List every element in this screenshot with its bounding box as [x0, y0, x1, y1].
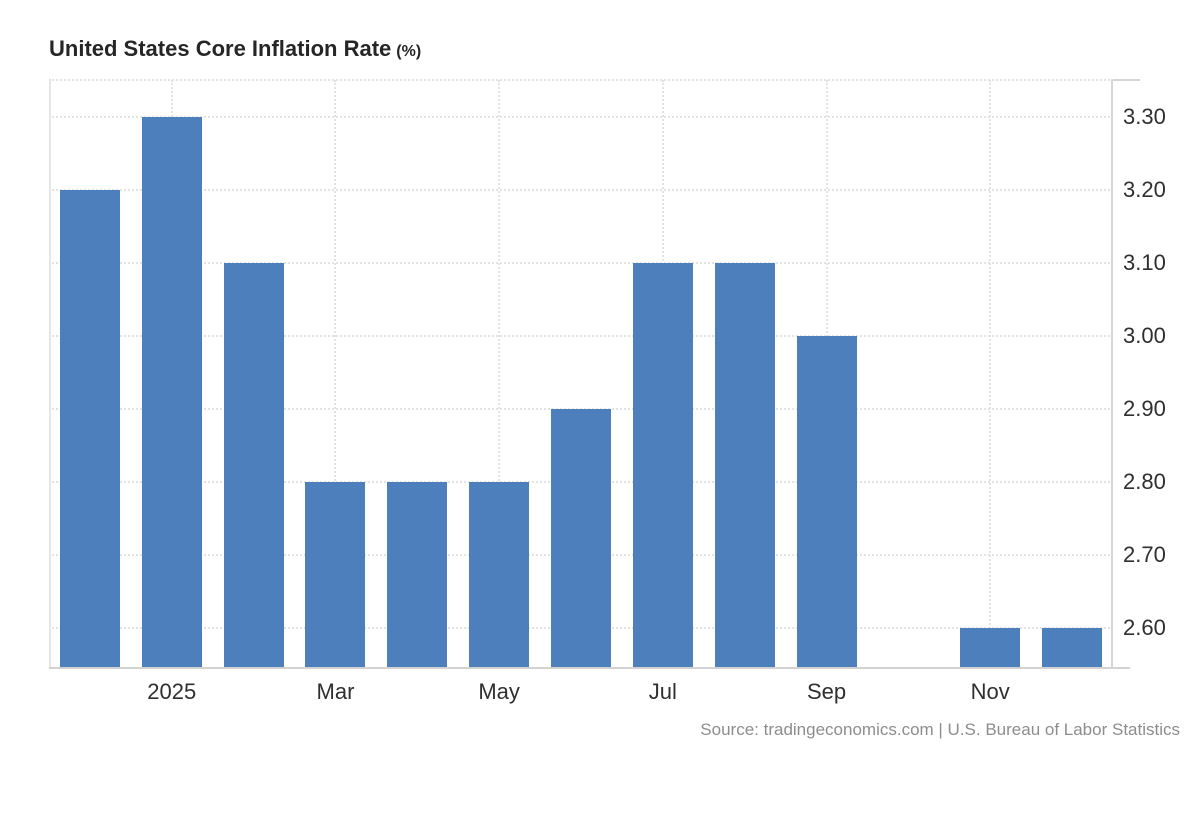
- y-axis-label: 2.90: [1123, 396, 1166, 422]
- gridline: [334, 80, 337, 668]
- gridline: [989, 80, 992, 668]
- y-axis-label: 2.60: [1123, 614, 1166, 640]
- bar-jan-2025[interactable]: [141, 117, 202, 668]
- x-axis-line: [49, 667, 1130, 669]
- x-axis-label: Nov: [970, 679, 1010, 704]
- y-axis-label: 2.70: [1123, 541, 1166, 567]
- gridline: [49, 79, 1113, 81]
- gridline: [49, 116, 1113, 119]
- bar-dec-2024[interactable]: [59, 190, 120, 668]
- x-axis-label: May: [478, 679, 520, 704]
- gridline: [49, 335, 1113, 338]
- bar-mar-2025[interactable]: [305, 481, 366, 668]
- x-axis-label: Sep: [806, 679, 847, 704]
- y-axis-label: 3.30: [1123, 104, 1166, 130]
- bar-jun-2025[interactable]: [551, 409, 611, 668]
- chart-title-unit: (%): [396, 43, 422, 60]
- bar-dec-2025[interactable]: [1042, 627, 1103, 668]
- chart-title-text: United States Core Inflation Rate: [49, 36, 392, 61]
- bar-may-2025[interactable]: [469, 481, 530, 668]
- source-attribution: Source: tradingeconomics.com | U.S. Bure…: [700, 720, 1180, 739]
- bar-aug-2025[interactable]: [714, 263, 775, 668]
- y-axis-line: [1111, 80, 1113, 668]
- x-axis-label: Mar: [316, 679, 355, 704]
- y-axis-label: 2.80: [1123, 468, 1166, 494]
- bar-sep-2025[interactable]: [796, 336, 857, 668]
- gridline: [49, 262, 1113, 265]
- y-axis-label: 3.20: [1123, 177, 1166, 203]
- gridline: [49, 189, 1113, 192]
- plot-area: [49, 79, 1113, 668]
- bar-jul-2025[interactable]: [632, 263, 693, 668]
- y-axis-label: 3.10: [1123, 250, 1166, 276]
- gridline: [498, 80, 501, 668]
- plot-left-border: [49, 80, 51, 668]
- chart-title: United States Core Inflation Rate (%): [49, 36, 421, 62]
- bar-feb-2025[interactable]: [223, 263, 284, 668]
- x-axis-label: Jul: [648, 679, 677, 704]
- bar-apr-2025[interactable]: [387, 481, 448, 668]
- y-axis-label: 3.00: [1123, 323, 1166, 349]
- bar-nov-2025[interactable]: [960, 627, 1021, 668]
- y-axis-top-tick: [1113, 79, 1140, 81]
- x-axis-label: 2025: [147, 679, 197, 704]
